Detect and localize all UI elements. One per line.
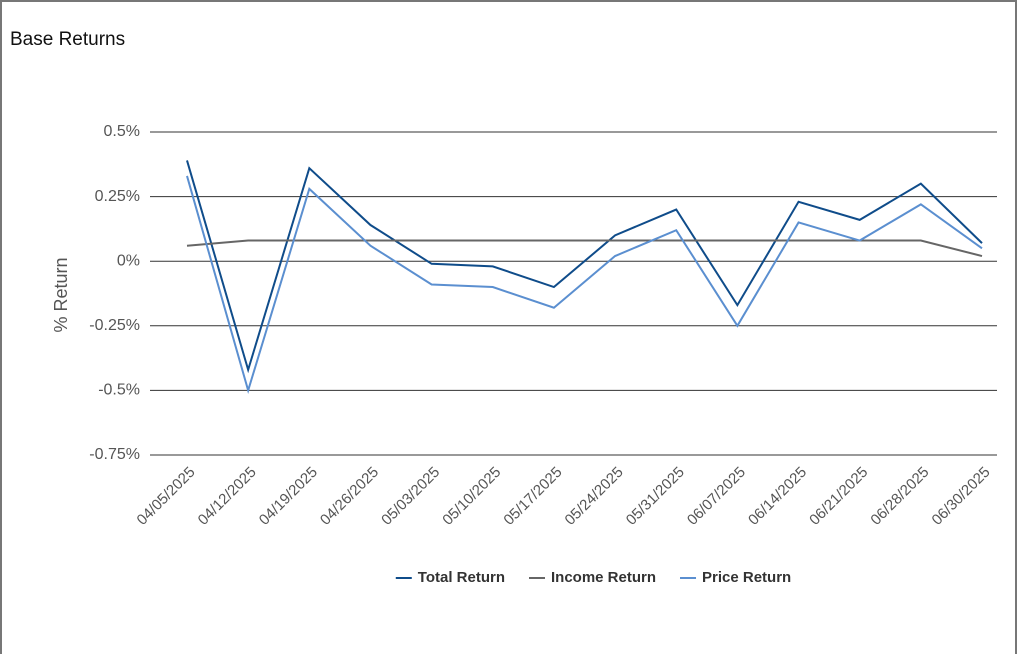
series-line xyxy=(186,239,983,258)
x-tick-label: 04/19/2025 xyxy=(256,464,321,529)
legend-label: Price Return xyxy=(702,569,791,586)
x-tick-label: 06/14/2025 xyxy=(745,464,810,529)
y-tick-label: 0.5% xyxy=(104,123,140,140)
x-tick-label: 06/21/2025 xyxy=(806,464,871,529)
y-tick-label: 0.25% xyxy=(95,188,140,205)
x-tick-label: 06/28/2025 xyxy=(867,464,932,529)
y-tick-label: 0% xyxy=(117,252,140,269)
x-tick-label: 05/03/2025 xyxy=(378,464,443,529)
x-tick-label: 04/26/2025 xyxy=(317,464,382,529)
legend-label: Income Return xyxy=(551,569,656,586)
y-tick-label: -0.5% xyxy=(98,382,140,399)
x-tick-label: 06/30/2025 xyxy=(929,464,994,529)
x-tick-label: 06/07/2025 xyxy=(684,464,749,529)
x-tick-label: 05/10/2025 xyxy=(439,464,504,529)
y-tick-label: -0.25% xyxy=(89,317,140,334)
x-tick-label: 05/17/2025 xyxy=(500,464,565,529)
x-tick-label: 05/24/2025 xyxy=(562,464,627,529)
x-tick-label: 04/05/2025 xyxy=(134,464,199,529)
y-tick-label: -0.75% xyxy=(89,446,140,463)
x-tick-label: 04/12/2025 xyxy=(195,464,260,529)
legend-label: Total Return xyxy=(418,569,505,586)
y-axis-label: % Return xyxy=(51,257,71,332)
series-line xyxy=(186,160,983,374)
chart-title: Base Returns xyxy=(10,29,125,50)
x-tick-label: 05/31/2025 xyxy=(623,464,688,529)
series-line xyxy=(186,175,983,394)
